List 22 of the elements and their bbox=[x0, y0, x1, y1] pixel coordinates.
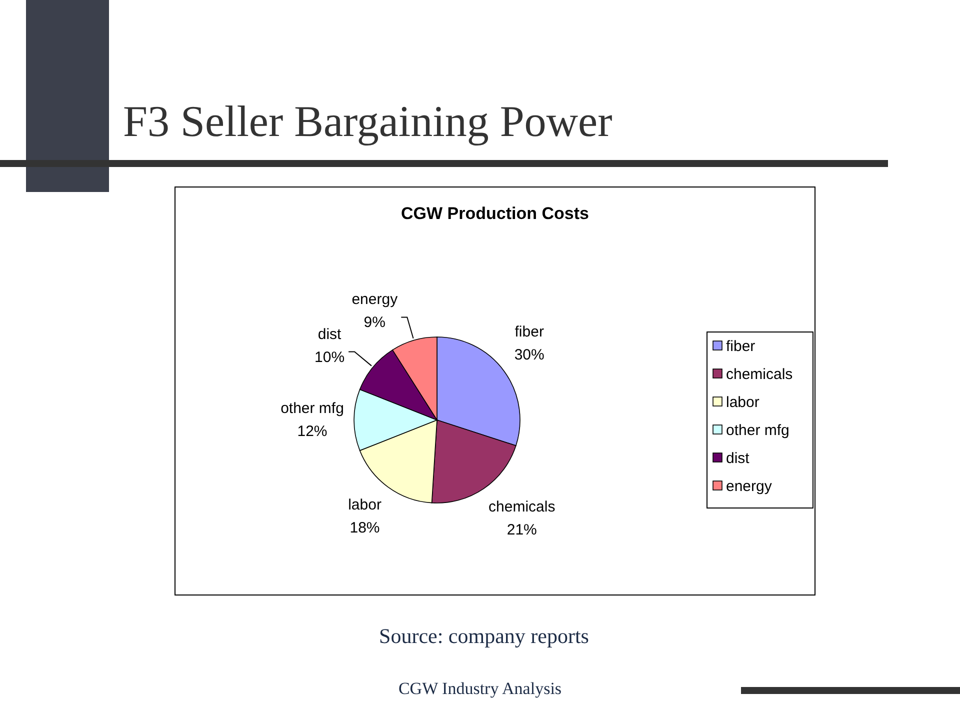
legend-label: fiber bbox=[726, 338, 756, 355]
data-label: 9% bbox=[364, 314, 386, 332]
chart-subtitle: CGW Production Costs bbox=[401, 204, 589, 223]
legend-label: labor bbox=[726, 394, 760, 411]
legend-label: chemicals bbox=[726, 366, 793, 383]
legend-label: other mfg bbox=[726, 422, 790, 439]
legend-label: energy bbox=[726, 478, 772, 495]
legend-label: dist bbox=[726, 450, 750, 467]
slice-label: fiber bbox=[514, 324, 544, 341]
slice-label: other mfg bbox=[280, 400, 344, 417]
data-label: 10% bbox=[314, 348, 345, 366]
slice-label: dist bbox=[318, 326, 342, 343]
chart-title: F3 Seller Bargaining Power bbox=[123, 97, 613, 146]
source-note: Source: company reports bbox=[379, 624, 589, 648]
slice-label: chemicals bbox=[488, 498, 556, 516]
data-label: 30% bbox=[514, 346, 544, 364]
data-label: 12% bbox=[297, 423, 328, 440]
data-label: 18% bbox=[350, 520, 380, 537]
text: CGW Industry Analysis bbox=[398, 679, 562, 698]
data-label: 21% bbox=[506, 521, 537, 538]
slice-label: energy bbox=[352, 291, 398, 308]
slice-label: labor bbox=[348, 496, 382, 514]
